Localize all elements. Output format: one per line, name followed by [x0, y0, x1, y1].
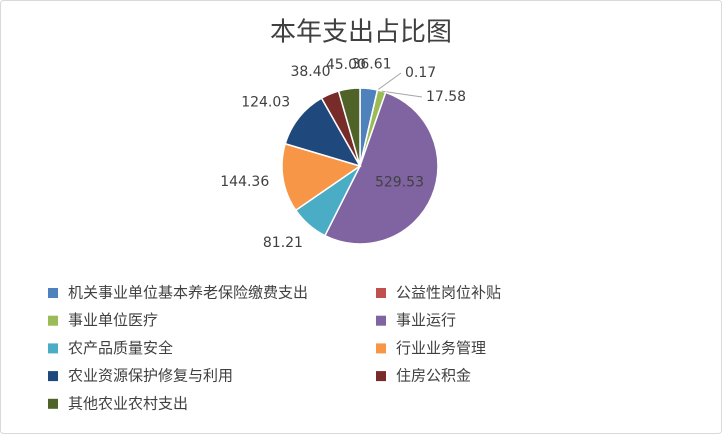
legend-label: 农业资源保护修复与利用 [68, 367, 233, 385]
data-label: 529.53 [375, 175, 424, 191]
legend-label: 公益性岗位补贴 [396, 284, 501, 302]
legend-swatch [48, 398, 58, 409]
legend-swatch [48, 315, 58, 326]
legend-label: 机关事业单位基本养老保险缴费支出 [68, 284, 308, 302]
legend-swatch [376, 315, 386, 326]
data-label: 124.03 [241, 94, 290, 110]
chart-title: 本年支出占比图 [270, 18, 452, 48]
legend-swatch [48, 288, 58, 298]
legend-label: 住房公积金 [396, 367, 471, 385]
data-label: 38.40 [290, 64, 330, 80]
legend-swatch [376, 343, 386, 354]
legend-label: 农产品质量安全 [68, 339, 173, 357]
data-label: 36.61 [351, 57, 391, 73]
data-label: 17.58 [426, 89, 466, 105]
legend-swatch [48, 343, 58, 354]
pie-slice [337, 87, 361, 167]
pie-slice [284, 97, 362, 168]
pie-slice [323, 91, 439, 245]
legend-swatch [376, 371, 386, 382]
leader-line [377, 72, 402, 91]
data-label: 45.00 [326, 57, 366, 73]
data-label: 81.21 [263, 235, 303, 251]
leader-line [381, 90, 423, 98]
data-label: 144.36 [220, 174, 269, 190]
data-label: 0.17 [405, 65, 436, 81]
legend-label: 事业单位医疗 [68, 311, 158, 329]
legend-label: 事业运行 [396, 311, 456, 329]
legend-swatch [376, 288, 386, 298]
legend-swatch [48, 371, 58, 382]
legend-label: 行业业务管理 [396, 339, 486, 357]
legend-label: 其他农业农村支出 [68, 394, 188, 412]
